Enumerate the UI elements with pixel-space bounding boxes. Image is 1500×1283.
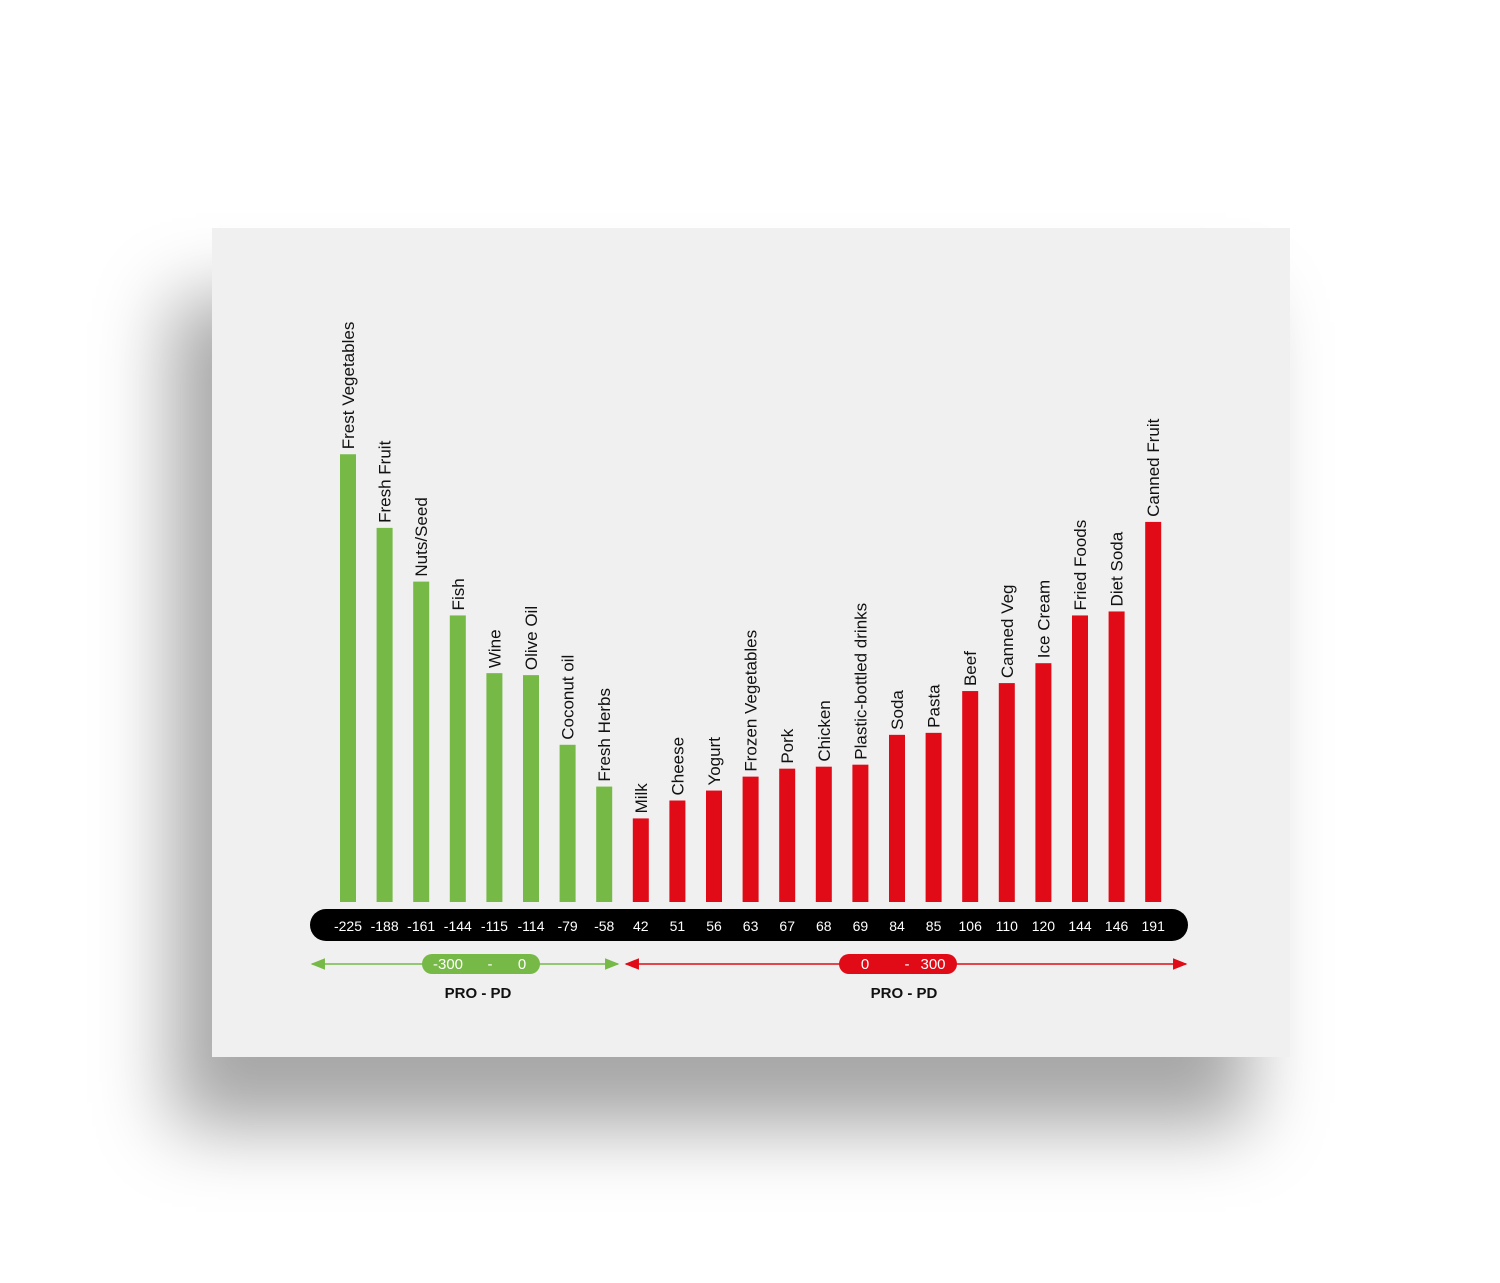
value-label-pork: 67 bbox=[779, 918, 795, 934]
bar-label-cheese: Cheese bbox=[668, 737, 687, 796]
value-label-fresh-herbs: -58 bbox=[594, 918, 614, 934]
range-from-label: -300 bbox=[433, 956, 463, 973]
value-label-frozen-vegetables: 63 bbox=[743, 918, 759, 934]
bar-label-fish: Fish bbox=[449, 578, 468, 610]
bar-canned-veg bbox=[998, 683, 1015, 902]
value-label-frest-vegetables: -225 bbox=[334, 918, 362, 934]
bar-nuts-seed bbox=[413, 581, 430, 902]
bar-yogurt bbox=[706, 790, 722, 902]
value-label-canned-fruit: 191 bbox=[1142, 918, 1166, 934]
chart-card: Frest Vegetables Fresh Fruit Nuts/Seed Fish… bbox=[212, 228, 1290, 1057]
range-pill-positive bbox=[839, 954, 957, 974]
value-label-olive-oil: -114 bbox=[518, 918, 545, 934]
value-label-coconut-oil: -79 bbox=[557, 918, 577, 934]
value-label-yogurt: 56 bbox=[706, 918, 722, 934]
value-label-cheese: 51 bbox=[670, 918, 686, 934]
bar-chicken bbox=[815, 766, 832, 902]
value-label-wine: -115 bbox=[481, 918, 508, 934]
range-pill-negative bbox=[422, 954, 540, 974]
bar-canned-fruit bbox=[1145, 521, 1162, 902]
bar-coconut-oil bbox=[559, 744, 576, 902]
value-label-ice-cream: 120 bbox=[1032, 918, 1056, 934]
bars-group bbox=[340, 454, 1162, 902]
bar-soda bbox=[889, 734, 905, 902]
bar-milk bbox=[632, 818, 649, 902]
range-separator: - bbox=[905, 956, 910, 973]
bar-label-plastic-bottled-drinks: Plastic-bottled drinks bbox=[851, 603, 870, 760]
bar-label-coconut-oil: Coconut oil bbox=[559, 655, 578, 740]
range-from-label: 0 bbox=[861, 956, 869, 973]
range-to-label: 0 bbox=[518, 956, 526, 973]
bar-label-diet-soda: Diet Soda bbox=[1108, 531, 1127, 606]
bar-frozen-vegetables bbox=[742, 776, 759, 902]
bar-label-canned-fruit: Canned Fruit bbox=[1144, 418, 1163, 517]
value-label-soda: 84 bbox=[889, 918, 905, 934]
bar-fish bbox=[449, 615, 466, 902]
bar-label-wine: Wine bbox=[485, 629, 504, 668]
bar-label-olive-oil: Olive Oil bbox=[522, 606, 541, 670]
bar-label-fried-foods: Fried Foods bbox=[1071, 520, 1090, 611]
bar-fried-foods bbox=[1072, 615, 1088, 902]
value-label-beef: 106 bbox=[959, 918, 983, 934]
bar-cheese bbox=[669, 800, 686, 902]
range-to-label: 300 bbox=[920, 956, 945, 973]
bar-fresh-herbs bbox=[596, 786, 613, 902]
bar-fresh-fruit bbox=[376, 527, 393, 902]
bar-label-fresh-herbs: Fresh Herbs bbox=[595, 688, 614, 782]
value-label-pasta: 85 bbox=[926, 918, 942, 934]
bar-label-milk: Milk bbox=[632, 783, 651, 814]
bar-label-beef: Beef bbox=[961, 651, 980, 686]
bar-label-chicken: Chicken bbox=[815, 700, 834, 761]
value-axis-band bbox=[310, 909, 1188, 941]
value-label-fresh-fruit: -188 bbox=[371, 918, 399, 934]
value-label-fish: -144 bbox=[444, 918, 472, 934]
value-label-chicken: 68 bbox=[816, 918, 832, 934]
bar-label-ice-cream: Ice Cream bbox=[1034, 580, 1053, 658]
bar-beef bbox=[962, 691, 979, 902]
value-label-fried-foods: 144 bbox=[1068, 918, 1092, 934]
bar-wine bbox=[486, 673, 503, 902]
value-label-diet-soda: 146 bbox=[1105, 918, 1129, 934]
range-separator: - bbox=[488, 956, 493, 973]
bar-pasta bbox=[925, 732, 942, 902]
value-label-canned-veg: 110 bbox=[996, 918, 1019, 934]
bar-labels-group: Frest Vegetables Fresh Fruit Nuts/Seed Fish… bbox=[339, 322, 1163, 814]
bar-label-pork: Pork bbox=[778, 728, 797, 763]
bar-ice-cream bbox=[1035, 663, 1052, 902]
bar-diet-soda bbox=[1108, 611, 1125, 902]
bar-label-pasta: Pasta bbox=[925, 684, 944, 728]
bar-pork bbox=[779, 768, 796, 902]
bar-olive-oil bbox=[523, 675, 539, 902]
bar-label-canned-veg: Canned Veg bbox=[998, 585, 1017, 679]
bar-label-soda: Soda bbox=[888, 690, 907, 730]
bar-frest-vegetables bbox=[340, 454, 356, 902]
value-label-nuts-seed: -161 bbox=[407, 918, 435, 934]
value-label-plastic-bottled-drinks: 69 bbox=[853, 918, 869, 934]
range-caption: PRO - PD bbox=[871, 985, 938, 1002]
bar-label-frest-vegetables: Frest Vegetables bbox=[339, 322, 358, 450]
value-label-milk: 42 bbox=[633, 918, 649, 934]
range-caption: PRO - PD bbox=[445, 985, 512, 1002]
value-labels-group: -225 -188 -161 -144 -115 -114 -79 -58 42 51 56 63 67… bbox=[334, 918, 1165, 934]
bar-label-fresh-fruit: Fresh Fruit bbox=[376, 440, 395, 522]
bar-label-yogurt: Yogurt bbox=[705, 737, 724, 786]
bar-label-frozen-vegetables: Frozen Vegetables bbox=[742, 630, 761, 772]
bar-chart: Frest Vegetables Fresh Fruit Nuts/Seed Fish… bbox=[310, 322, 1188, 1002]
bar-label-nuts-seed: Nuts/Seed bbox=[412, 497, 431, 576]
bar-plastic-bottled-drinks bbox=[852, 764, 869, 902]
